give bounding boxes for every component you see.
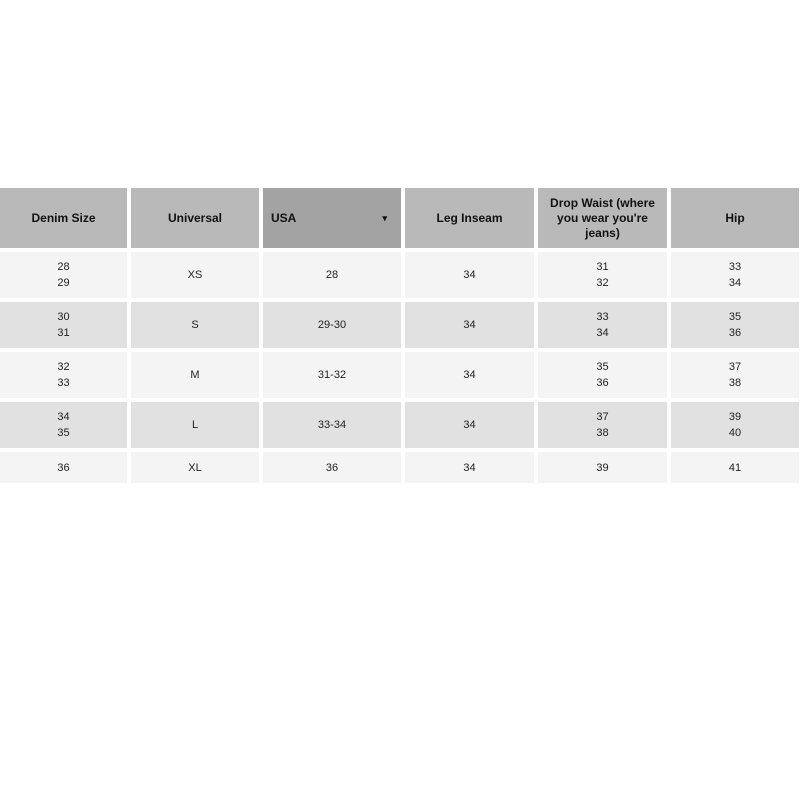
table-row: 32 33 M 31-32 34 35 36 37 38 [0, 352, 800, 398]
column-header-label: Leg Inseam [436, 210, 503, 225]
table-row: 30 31 S 29-30 34 33 34 35 36 [0, 302, 800, 348]
table-cell: XS [131, 252, 259, 298]
cell-value: 30 [57, 311, 70, 323]
cell-value: XL [188, 461, 202, 474]
table-cell: L [131, 402, 259, 448]
cell-value: 34 [728, 277, 742, 289]
cell-value: XS [187, 269, 203, 281]
table-cell: 39 [538, 452, 667, 483]
table-cell: 41 [671, 452, 799, 483]
cell-value: 34 [463, 419, 476, 431]
cell-value: 34 [463, 269, 476, 281]
cell-value: 34 [463, 461, 476, 474]
cell-value: 34 [57, 411, 70, 423]
table-cell: 34 [405, 252, 534, 298]
cell-value: 35 [596, 361, 609, 373]
column-header[interactable]: Denim Size [0, 188, 127, 248]
table-row: 36 XL 36 34 39 41 [0, 452, 800, 483]
table-cell: 34 35 [0, 402, 127, 448]
cell-value: 31-32 [317, 369, 347, 381]
cell-value: 28 [57, 261, 70, 273]
table-cell: 29-30 [263, 302, 401, 348]
column-header[interactable]: USA ▾ [263, 188, 401, 248]
table-cell: XL [131, 452, 259, 483]
table-cell: 33 34 [538, 302, 667, 348]
cell-value: 36 [325, 461, 339, 474]
cell-value: 33 [57, 377, 70, 389]
caret-down-icon[interactable]: ▾ [382, 212, 387, 223]
table-cell: 33-34 [263, 402, 401, 448]
table-cell: 34 [405, 302, 534, 348]
cell-value: 38 [728, 377, 742, 389]
cell-value: 32 [596, 277, 609, 289]
cell-value: 40 [728, 427, 742, 439]
table-cell: 35 36 [538, 352, 667, 398]
header-row: Denim Size Universal USA ▾ Leg Inseam Drop Wa… [0, 188, 800, 248]
column-header-label: Drop Waist (where you wear you're jeans) [550, 195, 655, 240]
cell-value: 29-30 [317, 319, 347, 331]
cell-value: 41 [728, 461, 742, 474]
table-cell: 31-32 [263, 352, 401, 398]
table-cell: 37 38 [671, 352, 799, 398]
table-cell: 33 34 [671, 252, 799, 298]
cell-value: 31 [57, 327, 70, 339]
table-cell: 31 32 [538, 252, 667, 298]
table-cell: 34 [405, 402, 534, 448]
cell-value: 34 [463, 369, 476, 381]
table-cell: 30 31 [0, 302, 127, 348]
table-cell: 36 [263, 452, 401, 483]
table-cell: 34 [405, 452, 534, 483]
column-header-label: Universal [167, 210, 223, 225]
size-chart-table: Denim Size Universal USA ▾ Leg Inseam Drop Wa… [0, 188, 800, 487]
cell-value: 34 [463, 319, 476, 331]
column-header-label: USA [271, 210, 297, 225]
column-header-label: Hip [725, 210, 745, 225]
cell-value: 37 [596, 411, 609, 423]
table-cell: 28 [263, 252, 401, 298]
column-header-label: Denim Size [31, 210, 96, 225]
cell-value: 34 [596, 327, 609, 339]
table-cell: M [131, 352, 259, 398]
table-row: 28 29 XS 28 34 31 32 33 34 [0, 252, 800, 298]
cell-value: 38 [596, 427, 609, 439]
cell-value: 29 [57, 277, 70, 289]
cell-value: 28 [325, 269, 339, 281]
column-header[interactable]: Drop Waist (where you wear you're jeans) [538, 188, 667, 248]
cell-value: 31 [596, 261, 609, 273]
column-header[interactable]: Hip [671, 188, 799, 248]
cell-value: 33 [728, 261, 742, 273]
cell-value: 36 [57, 461, 70, 474]
cell-value: 39 [596, 461, 609, 474]
cell-value: L [191, 419, 199, 431]
table-cell: 35 36 [671, 302, 799, 348]
cell-value: S [191, 319, 199, 331]
cell-value: 37 [728, 361, 742, 373]
cell-value: 33-34 [317, 419, 347, 431]
cell-value: 36 [728, 327, 742, 339]
table-row: 34 35 L 33-34 34 37 38 39 40 [0, 402, 800, 448]
cell-value: 39 [728, 411, 742, 423]
table-cell: 28 29 [0, 252, 127, 298]
cell-value: 35 [57, 427, 70, 439]
table-cell: 34 [405, 352, 534, 398]
cell-value: 35 [728, 311, 742, 323]
table-cell: 39 40 [671, 402, 799, 448]
cell-value: 33 [596, 311, 609, 323]
column-header[interactable]: Universal [131, 188, 259, 248]
table-cell: 37 38 [538, 402, 667, 448]
cell-value: M [190, 369, 200, 381]
table-cell: S [131, 302, 259, 348]
table-cell: 36 [0, 452, 127, 483]
cell-value: 32 [57, 361, 70, 373]
column-header[interactable]: Leg Inseam [405, 188, 534, 248]
cell-value: 36 [596, 377, 609, 389]
table-cell: 32 33 [0, 352, 127, 398]
